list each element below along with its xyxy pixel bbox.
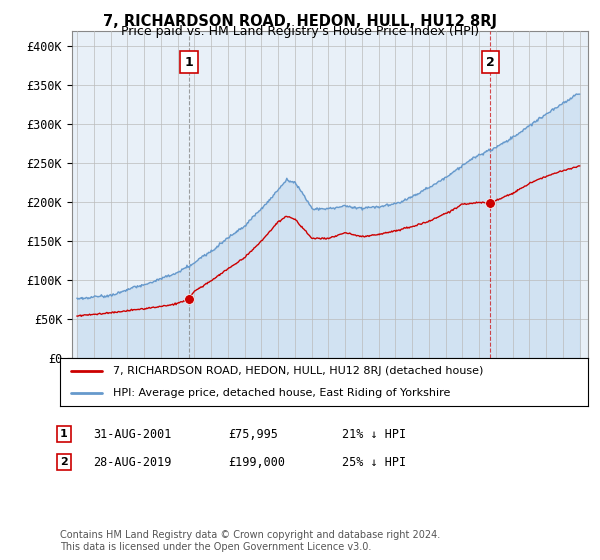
Text: 21% ↓ HPI: 21% ↓ HPI	[342, 427, 406, 441]
Text: 7, RICHARDSON ROAD, HEDON, HULL, HU12 8RJ (detached house): 7, RICHARDSON ROAD, HEDON, HULL, HU12 8R…	[113, 366, 483, 376]
Text: HPI: Average price, detached house, East Riding of Yorkshire: HPI: Average price, detached house, East…	[113, 388, 450, 398]
Text: Contains HM Land Registry data © Crown copyright and database right 2024.
This d: Contains HM Land Registry data © Crown c…	[60, 530, 440, 552]
Text: Price paid vs. HM Land Registry's House Price Index (HPI): Price paid vs. HM Land Registry's House …	[121, 25, 479, 38]
Text: 2: 2	[486, 55, 495, 68]
Text: £199,000: £199,000	[228, 455, 285, 469]
Text: £75,995: £75,995	[228, 427, 278, 441]
Text: 1: 1	[60, 429, 68, 439]
Text: 1: 1	[184, 55, 193, 68]
Text: 31-AUG-2001: 31-AUG-2001	[93, 427, 172, 441]
Text: 25% ↓ HPI: 25% ↓ HPI	[342, 455, 406, 469]
Text: 28-AUG-2019: 28-AUG-2019	[93, 455, 172, 469]
Text: 7, RICHARDSON ROAD, HEDON, HULL, HU12 8RJ: 7, RICHARDSON ROAD, HEDON, HULL, HU12 8R…	[103, 14, 497, 29]
Text: 2: 2	[60, 457, 68, 467]
